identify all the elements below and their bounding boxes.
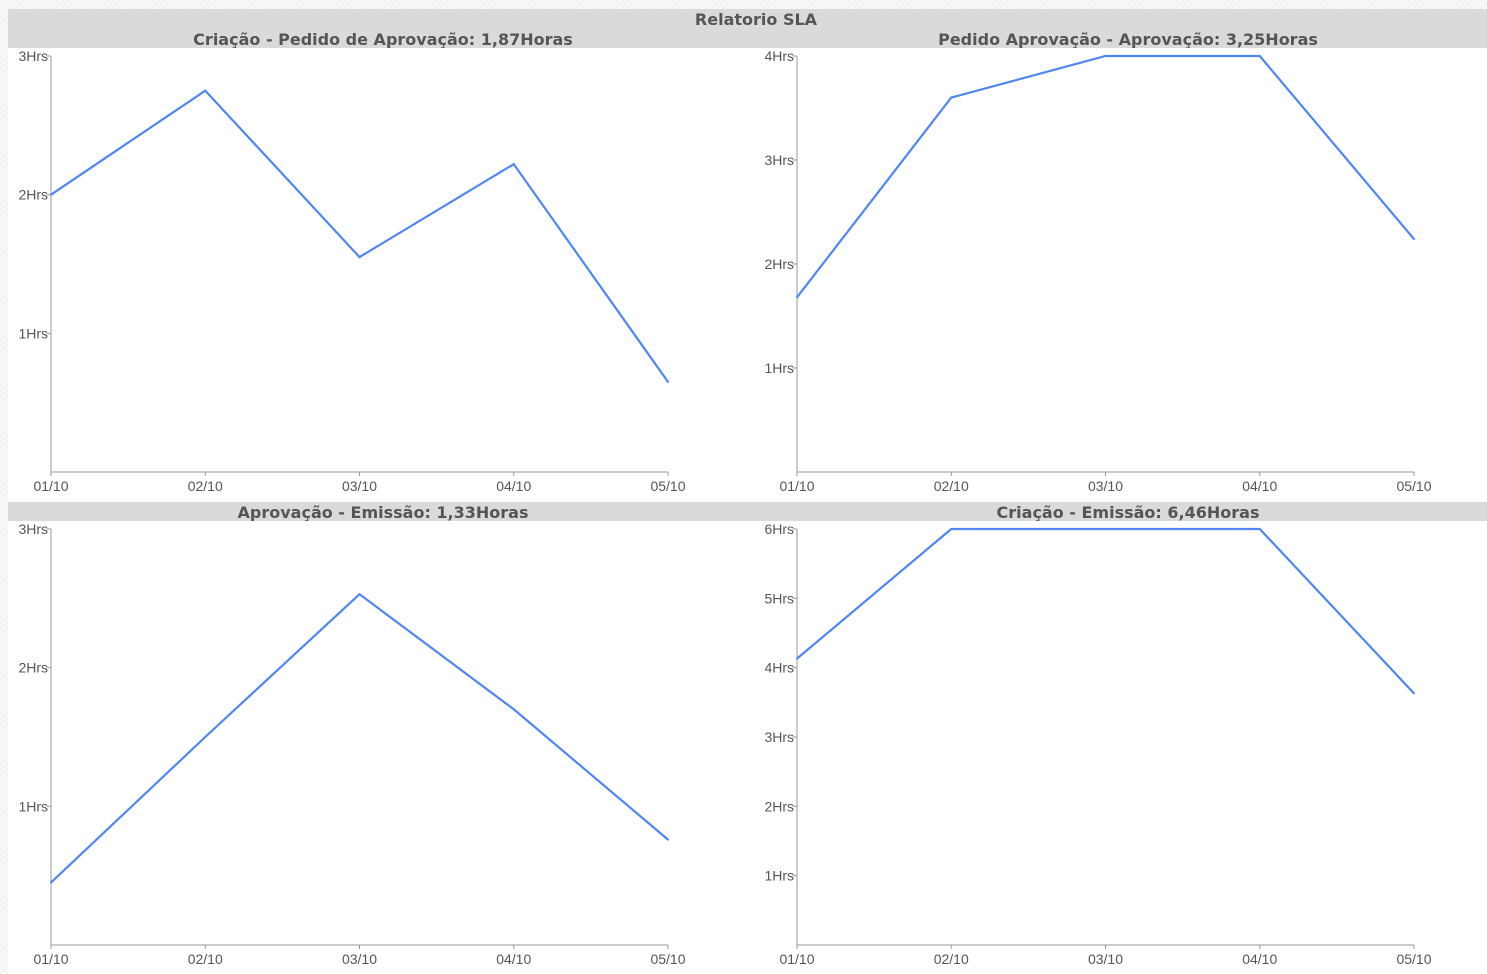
x-tick-label: 04/10 — [1242, 478, 1277, 494]
x-tick-label: 05/10 — [650, 478, 685, 494]
chart-panel-4 — [745, 521, 1487, 974]
data-point — [204, 736, 207, 738]
chart-title-1: Criação - Pedido de Aprovação: 1,87Horas — [193, 30, 573, 49]
chart-title-4: Criação - Emissão: 6,46Horas — [996, 503, 1260, 522]
top-title-band — [8, 9, 1487, 48]
y-tick-label: 1Hrs — [18, 798, 48, 814]
data-point — [796, 657, 798, 660]
data-point — [358, 256, 361, 259]
chart-panel-2 — [745, 48, 1487, 502]
data-point — [1104, 55, 1107, 57]
data-point — [1258, 528, 1261, 530]
y-tick-label: 3Hrs — [764, 152, 794, 168]
x-tick-label: 02/10 — [188, 478, 223, 494]
x-tick-label: 04/10 — [496, 951, 531, 967]
x-tick-label: 02/10 — [934, 951, 969, 967]
y-tick-label: 2Hrs — [764, 256, 794, 272]
y-tick-label: 6Hrs — [764, 521, 794, 537]
series-line — [796, 527, 1415, 695]
x-tick-label: 03/10 — [342, 478, 377, 494]
x-tick-label: 02/10 — [934, 478, 969, 494]
data-point — [512, 708, 515, 711]
data-point — [1413, 238, 1415, 241]
chart-title-2: Pedido Aprovação - Aprovação: 3,25Horas — [938, 30, 1318, 49]
x-tick-label: 04/10 — [496, 478, 531, 494]
y-tick-label: 5Hrs — [764, 590, 794, 606]
y-tick-label: 3Hrs — [764, 729, 794, 745]
data-point — [796, 296, 798, 299]
data-point — [1104, 528, 1107, 530]
report-title: Relatorio SLA — [694, 10, 818, 29]
y-tick-label: 4Hrs — [764, 48, 794, 64]
x-tick-label: 02/10 — [188, 951, 223, 967]
x-tick-label: 01/10 — [779, 478, 814, 494]
x-tick-label: 03/10 — [342, 951, 377, 967]
data-point — [667, 838, 669, 841]
y-tick-label: 1Hrs — [764, 868, 794, 884]
x-tick-label: 01/10 — [33, 478, 68, 494]
y-tick-label: 1Hrs — [764, 360, 794, 376]
x-tick-label: 03/10 — [1088, 478, 1123, 494]
y-tick-label: 4Hrs — [764, 660, 794, 676]
data-point — [512, 163, 515, 166]
y-tick-label: 1Hrs — [18, 325, 48, 341]
x-tick-label: 01/10 — [33, 951, 68, 967]
chart-title-3: Aprovação - Emissão: 1,33Horas — [237, 503, 529, 522]
middle-title-band — [8, 502, 1487, 521]
data-point — [950, 96, 953, 99]
chart-panel-3 — [8, 521, 745, 974]
x-tick-label: 05/10 — [1396, 951, 1431, 967]
data-point — [50, 193, 52, 196]
data-point — [1413, 692, 1415, 695]
data-point — [950, 528, 953, 530]
y-tick-label: 2Hrs — [18, 660, 48, 676]
y-tick-label: 2Hrs — [764, 798, 794, 814]
y-tick-label: 2Hrs — [18, 187, 48, 203]
data-point — [667, 380, 669, 383]
data-point — [1258, 55, 1261, 57]
x-tick-label: 05/10 — [650, 951, 685, 967]
x-tick-label: 05/10 — [1396, 478, 1431, 494]
data-point — [204, 89, 207, 92]
data-point — [50, 881, 52, 884]
chart-panel-1 — [8, 48, 745, 502]
x-tick-label: 01/10 — [779, 951, 814, 967]
x-tick-label: 03/10 — [1088, 951, 1123, 967]
y-tick-label: 3Hrs — [18, 521, 48, 537]
x-tick-label: 04/10 — [1242, 951, 1277, 967]
y-tick-label: 3Hrs — [18, 48, 48, 64]
data-point — [358, 593, 361, 596]
